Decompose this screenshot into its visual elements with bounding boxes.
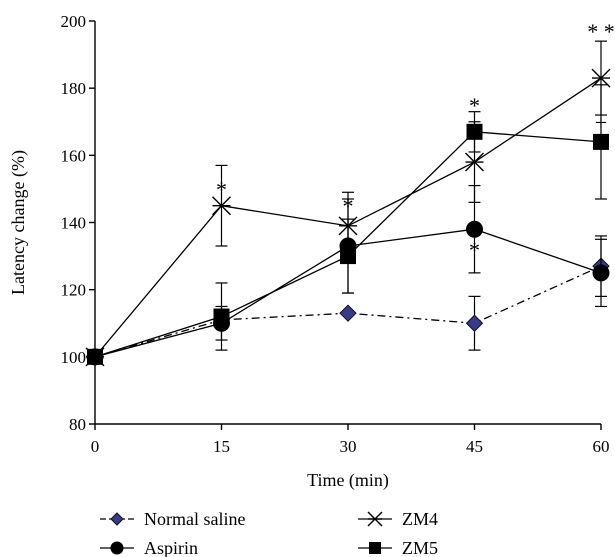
legend-label: Normal saline: [144, 509, 245, 529]
legend: Normal saline Aspirin ZM4 ZM5: [100, 509, 438, 557]
marker-diamond: [110, 512, 124, 526]
x-tick-label: 60: [593, 437, 610, 456]
y-tick-label: 180: [61, 79, 87, 98]
marker-square: [593, 133, 609, 150]
legend-item: ZM5: [358, 538, 438, 557]
series-layer: [85, 40, 611, 367]
x-tick-label: 30: [340, 437, 357, 456]
y-tick-label: 100: [61, 348, 87, 367]
x-tick-label: 0: [91, 437, 100, 456]
series-zm4: [85, 40, 611, 367]
marker-star: [85, 347, 105, 367]
x-tick-label: 15: [213, 437, 230, 456]
x-axis-label: Time (min): [307, 470, 389, 491]
marker-star: [367, 511, 383, 527]
significance-mark: +: [595, 110, 607, 135]
marker-square: [369, 542, 381, 554]
y-tick-label: 80: [69, 415, 86, 434]
marker-star: [338, 216, 358, 236]
marker-diamond: [465, 314, 484, 332]
legend-label: ZM4: [402, 509, 438, 529]
y-tick-label: 160: [61, 146, 87, 165]
legend-item: Normal saline: [100, 509, 245, 529]
marker-square: [213, 308, 230, 325]
significance-mark: *: [469, 237, 480, 262]
marker-circle: [592, 264, 610, 282]
legend-item: ZM4: [358, 509, 438, 529]
y-tick-label: 120: [61, 281, 87, 300]
marker-star: [591, 68, 611, 88]
significance-mark: * *: [587, 19, 615, 44]
y-tick-label: 140: [61, 214, 87, 233]
significance-mark: *: [469, 93, 480, 118]
marker-star: [212, 196, 231, 216]
legend-item: Aspirin: [100, 538, 198, 557]
significance-mark: *: [343, 194, 354, 219]
y-tick-label: 200: [61, 12, 87, 31]
legend-label: ZM5: [402, 538, 438, 557]
marker-circle: [466, 220, 483, 238]
marker-diamond: [339, 304, 357, 322]
legend-label: Aspirin: [144, 538, 198, 557]
axes: 80 100 120 140 160 180 200 0 15 30 45 60: [61, 12, 610, 456]
significance-mark: *: [216, 177, 227, 202]
x-tick-label: 45: [466, 437, 483, 456]
marker-circle: [110, 541, 124, 555]
y-axis-label: Latency change (%): [8, 150, 29, 295]
marker-star: [465, 152, 484, 172]
annotations: * * * * * * +: [216, 19, 615, 262]
